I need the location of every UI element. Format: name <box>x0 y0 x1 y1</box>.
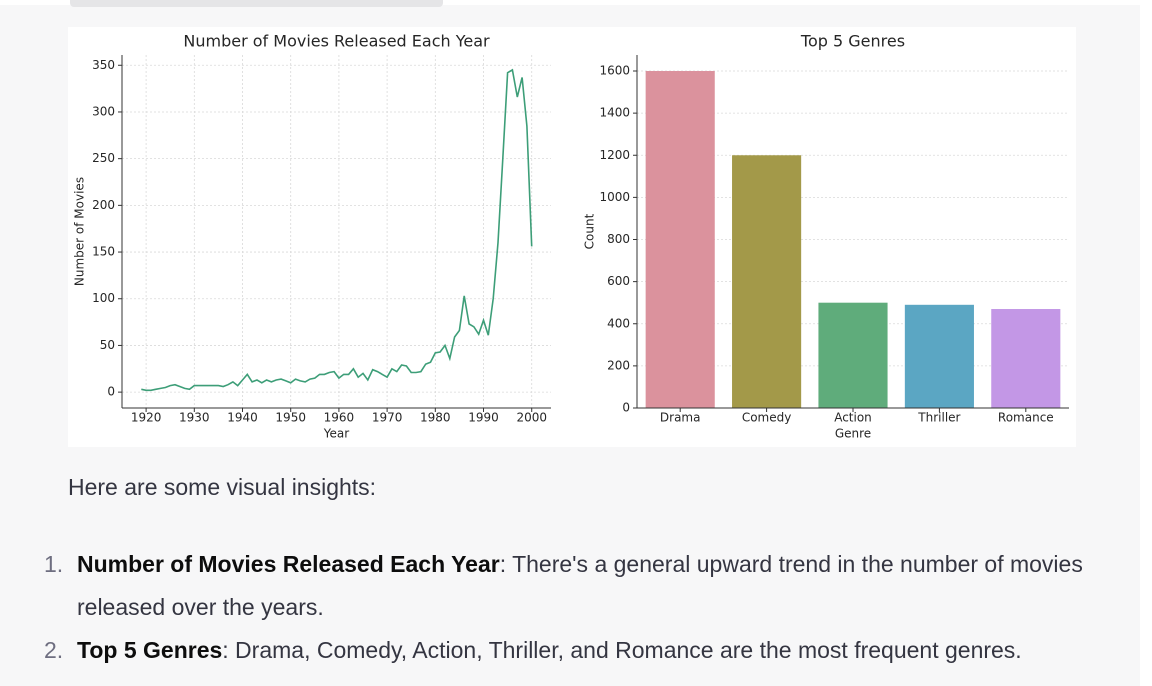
scroll-strip <box>70 0 443 7</box>
y-tick-label: 150 <box>92 245 115 259</box>
x-tick-label: 1940 <box>227 411 258 425</box>
y-tick-label: 350 <box>92 58 115 72</box>
y-axis-label: Number of Movies <box>73 177 87 286</box>
x-tick-label: 1950 <box>275 411 306 425</box>
x-tick-label: 1970 <box>372 411 403 425</box>
insight-title: Number of Movies Released Each Year <box>77 551 500 577</box>
insight-body: : There's a general upward trend in the … <box>77 551 1083 620</box>
x-tick-label: 1930 <box>179 411 210 425</box>
bar <box>818 302 888 408</box>
x-axis-label: Year <box>323 427 349 441</box>
x-tick-label: 1920 <box>131 411 162 425</box>
insight-item: 2. Top 5 Genres: Drama, Comedy, Action, T… <box>44 629 1104 672</box>
y-tick-label: 100 <box>92 291 115 305</box>
x-tick-label: 1980 <box>420 411 451 425</box>
y-tick-label: 300 <box>92 104 115 118</box>
y-tick-label: 1400 <box>599 106 630 120</box>
y-tick-label: 1200 <box>599 148 630 162</box>
insight-item: 1. Number of Movies Released Each Year: T… <box>44 543 1104 629</box>
y-tick-label: 1600 <box>599 64 630 78</box>
data-line <box>141 68 533 392</box>
list-marker: 1. <box>44 551 64 577</box>
bar <box>645 71 715 409</box>
y-tick-label: 50 <box>100 338 115 352</box>
bar <box>904 304 974 408</box>
x-tick-label: 1960 <box>324 411 355 425</box>
list-marker: 2. <box>44 637 64 663</box>
bar <box>732 155 802 408</box>
insight-list: 1. Number of Movies Released Each Year: T… <box>44 543 1104 672</box>
chart-title: Top 5 Genres <box>800 32 905 51</box>
x-tick-label: 2000 <box>516 411 547 425</box>
x-tick-label: 1990 <box>468 411 499 425</box>
x-tick-label: Drama <box>660 411 701 425</box>
insight-title: Top 5 Genres <box>77 637 223 663</box>
bar <box>991 309 1061 408</box>
x-tick-label: Comedy <box>742 411 792 425</box>
y-tick-label: 200 <box>607 358 630 372</box>
y-tick-label: 1000 <box>599 190 630 204</box>
x-tick-label: Romance <box>998 411 1054 425</box>
y-tick-label: 0 <box>107 385 115 399</box>
y-tick-label: 250 <box>92 151 115 165</box>
y-axis-label: Count <box>583 213 597 249</box>
intro-text: Here are some visual insights: <box>68 474 377 500</box>
y-tick-label: 600 <box>607 274 630 288</box>
y-tick-label: 0 <box>622 401 630 415</box>
x-tick-label: Thriller <box>917 411 960 425</box>
y-tick-label: 400 <box>607 316 630 330</box>
x-tick-label: Action <box>834 411 872 425</box>
x-axis-label: Genre <box>835 427 871 441</box>
chart-title: Number of Movies Released Each Year <box>183 32 490 51</box>
insight-body: : Drama, Comedy, Action, Thriller, and R… <box>222 637 1022 663</box>
y-tick-label: 200 <box>92 198 115 212</box>
y-tick-label: 800 <box>607 232 630 246</box>
